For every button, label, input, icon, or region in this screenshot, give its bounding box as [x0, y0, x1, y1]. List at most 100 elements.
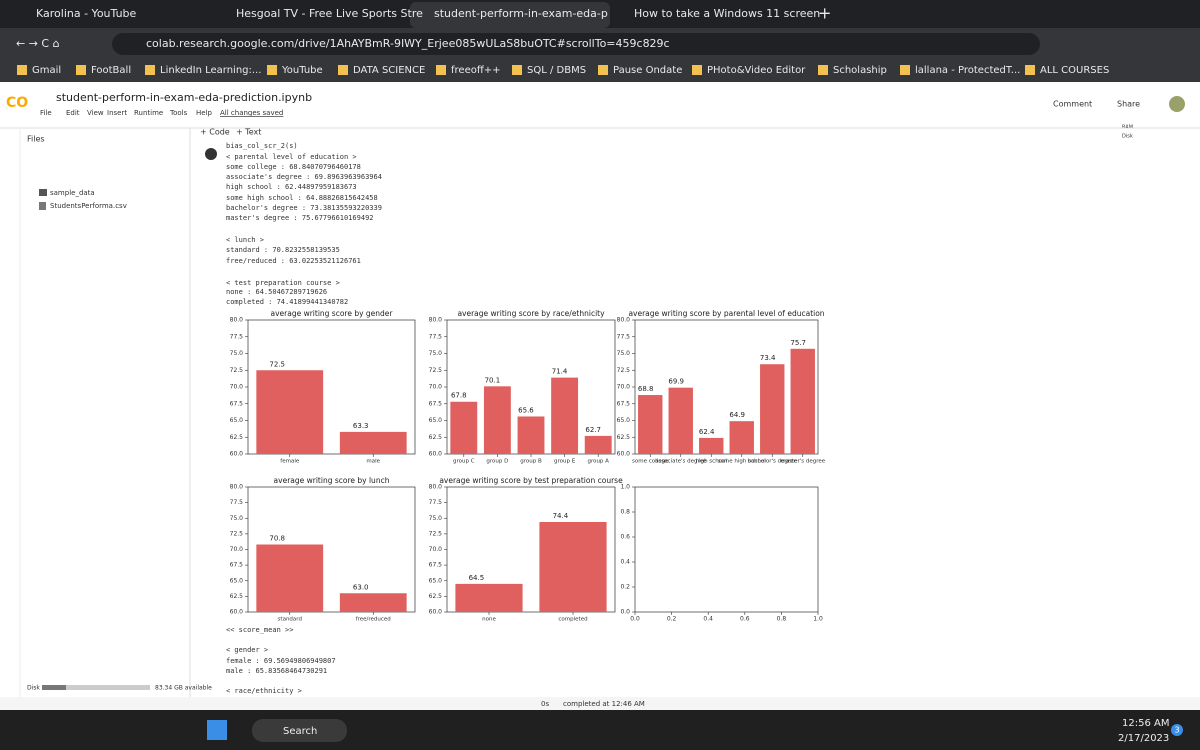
- x-tick-label: 0.0: [630, 616, 640, 623]
- menu-item[interactable]: File: [40, 109, 52, 117]
- bookmark[interactable]: ALL COURSES: [1040, 65, 1109, 76]
- bar: [790, 348, 815, 454]
- search-box[interactable]: [252, 719, 347, 742]
- tab-title[interactable]: Karolina - YouTube: [36, 7, 137, 20]
- bookmark-icon: [17, 65, 27, 75]
- x-tick-label: female: [280, 459, 300, 465]
- x-tick-label: group D: [486, 459, 508, 465]
- badge: [1171, 724, 1183, 736]
- y-tick-label: 0.4: [620, 559, 630, 566]
- y-tick-label: 80.0: [230, 484, 244, 491]
- start-button[interactable]: [207, 720, 227, 740]
- menu-item[interactable]: View: [87, 109, 104, 117]
- y-tick-label: 72.5: [429, 367, 443, 374]
- files-title: Files: [27, 135, 45, 144]
- y-tick-label: 75.0: [429, 515, 443, 522]
- value-label: 69.9: [668, 378, 684, 386]
- x-tick-label: group E: [554, 459, 576, 465]
- plot-area: [634, 486, 819, 613]
- output-line: < lunch >: [226, 236, 264, 244]
- bookmark[interactable]: lallana - ProtectedT...: [915, 65, 1020, 76]
- add-code[interactable]: + Code: [200, 128, 230, 137]
- bookmark-icon: [818, 65, 828, 75]
- colab-logo[interactable]: CO: [6, 95, 28, 111]
- disk-label: Disk: [27, 685, 40, 692]
- new-tab[interactable]: +: [818, 4, 831, 23]
- add-text[interactable]: + Text: [236, 128, 261, 137]
- chart-title: average writing score by gender: [270, 309, 393, 318]
- bookmark[interactable]: freeoff++: [451, 65, 500, 76]
- status-message: completed at 12:46 AM: [563, 700, 645, 708]
- bookmark[interactable]: Scholaship: [833, 65, 887, 76]
- menu-item[interactable]: Tools: [169, 109, 188, 117]
- file-item[interactable]: StudentsPerforma.csv: [50, 202, 127, 210]
- search-label[interactable]: Search: [283, 726, 317, 737]
- url[interactable]: colab.research.google.com/drive/1AhAYBmR…: [146, 37, 670, 50]
- bookmark-icon: [267, 65, 277, 75]
- y-tick-label: 77.5: [230, 333, 244, 340]
- bar: [584, 435, 612, 454]
- x-tick-label: 0.4: [703, 616, 713, 623]
- output-line: master's degree : 75.67796610169492: [226, 214, 374, 222]
- y-tick-label: 67.5: [617, 400, 631, 407]
- tab-title[interactable]: Hesgoal TV - Free Live Sports Stre: [236, 7, 423, 20]
- output-line: bachelor's degree : 73.38135593220339: [226, 204, 382, 212]
- y-tick-label: 70.0: [429, 546, 443, 553]
- bookmark[interactable]: LinkedIn Learning:...: [160, 65, 261, 76]
- output-line: high school : 62.44897959183673: [226, 183, 357, 191]
- y-tick-label: 77.5: [230, 499, 244, 506]
- notebook-title[interactable]: student-perform-in-exam-eda-prediction.i…: [56, 91, 312, 104]
- menu-item[interactable]: Help: [196, 109, 213, 117]
- bookmark[interactable]: FootBall: [91, 65, 131, 76]
- bar: [256, 544, 324, 612]
- value-label: 62.4: [699, 428, 715, 436]
- run-button[interactable]: [205, 148, 217, 160]
- y-tick-label: 77.5: [429, 499, 443, 506]
- bookmark[interactable]: DATA SCIENCE: [353, 65, 425, 76]
- bookmark[interactable]: Pause Ondate: [613, 65, 682, 76]
- comment[interactable]: Comment: [1053, 100, 1092, 109]
- bar: [339, 593, 407, 612]
- chart-title: average writing score by lunch: [274, 476, 390, 485]
- y-tick-label: 80.0: [230, 317, 244, 324]
- x-tick-label: 1.0: [813, 616, 823, 623]
- y-tick-label: 70.0: [230, 384, 244, 391]
- value-label: 70.1: [485, 376, 501, 384]
- bookmark[interactable]: PHoto&Video Editor: [707, 65, 806, 76]
- nav-icons[interactable]: ← → C ⌂: [16, 37, 60, 50]
- clock-time: 12:56 AM: [1122, 718, 1169, 729]
- bookmark[interactable]: SQL / DBMS: [527, 65, 586, 76]
- menu-item[interactable]: Insert: [107, 109, 127, 117]
- y-tick-label: 75.0: [429, 350, 443, 357]
- omnibox[interactable]: [112, 33, 1040, 55]
- share[interactable]: Share: [1117, 100, 1140, 109]
- output-line: free/reduced : 63.02253521126761: [226, 257, 361, 265]
- bar: [455, 583, 523, 612]
- y-tick-label: 60.0: [617, 451, 631, 458]
- y-tick-label: 62.5: [429, 434, 443, 441]
- bookmark[interactable]: YouTube: [281, 65, 323, 76]
- y-tick-label: 70.0: [429, 384, 443, 391]
- y-tick-label: 60.0: [429, 609, 443, 616]
- y-tick-label: 80.0: [617, 317, 631, 324]
- tab-title[interactable]: student-perform-in-exam-eda-p: [434, 7, 608, 20]
- file-item[interactable]: sample_data: [50, 189, 95, 197]
- avatar[interactable]: [1169, 96, 1185, 112]
- y-tick-label: 72.5: [230, 530, 244, 537]
- save-status[interactable]: All changes saved: [220, 109, 283, 117]
- active-tab[interactable]: [410, 2, 610, 28]
- menu-item[interactable]: Runtime: [134, 109, 163, 117]
- y-tick-label: 72.5: [429, 530, 443, 537]
- y-tick-label: 65.0: [429, 417, 443, 424]
- bookmark-icon: [436, 65, 446, 75]
- y-tick-label: 0.2: [620, 584, 630, 591]
- bookmark[interactable]: Gmail: [32, 65, 61, 76]
- menu-item[interactable]: Edit: [66, 109, 80, 117]
- tab-title[interactable]: How to take a Windows 11 screen: [634, 7, 820, 20]
- x-tick-label: male: [366, 459, 380, 465]
- value-label: 63.0: [353, 583, 369, 591]
- y-tick-label: 80.0: [429, 317, 443, 324]
- bar: [699, 437, 724, 454]
- output-line: some college : 68.84070796460178: [226, 163, 361, 171]
- output-line: completed : 74.41899441340782: [226, 298, 348, 306]
